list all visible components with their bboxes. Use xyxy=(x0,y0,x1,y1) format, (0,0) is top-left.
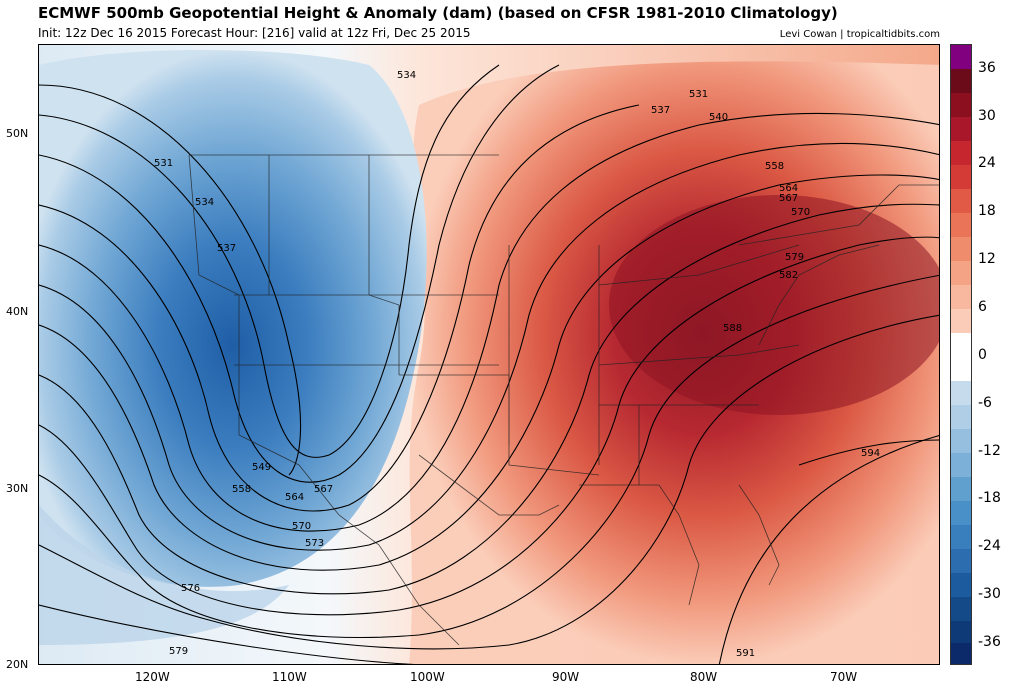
colorbar-label: 30 xyxy=(978,108,996,124)
colorbar-label: -36 xyxy=(978,634,1001,650)
contour-label: 591 xyxy=(736,648,755,659)
contour-label: 567 xyxy=(779,193,798,204)
lon-label: 100W xyxy=(410,670,445,684)
contour-label: 567 xyxy=(314,484,333,495)
colorbar-label: 12 xyxy=(978,251,996,267)
colorbar-label: 6 xyxy=(978,299,987,315)
colorbar-label: -30 xyxy=(978,586,1001,602)
lon-label: 110W xyxy=(272,670,307,684)
anomaly-map: 534 531 537 540 531 534 537 558 564 567 … xyxy=(39,45,939,664)
lat-label: 30N xyxy=(6,482,29,495)
contour-label: 588 xyxy=(723,323,742,334)
contour-label: 537 xyxy=(651,105,670,116)
political-borders xyxy=(188,154,939,646)
contour-label: 558 xyxy=(232,484,251,495)
lat-label: 20N xyxy=(6,658,29,671)
colorbar-label: -6 xyxy=(978,395,992,411)
contour-labels: 534 531 537 540 531 534 537 558 564 567 … xyxy=(154,70,880,659)
colorbar-label: -24 xyxy=(978,538,1001,554)
contour-label: 576 xyxy=(181,583,200,594)
colorbar xyxy=(950,44,972,665)
colorbar-swatches xyxy=(951,45,971,664)
contour-label: 534 xyxy=(397,70,416,81)
map-title: ECMWF 500mb Geopotential Height & Anomal… xyxy=(38,4,838,22)
colorbar-label: 0 xyxy=(978,347,987,363)
negative-anomaly-tail xyxy=(39,505,289,645)
height-contours xyxy=(39,64,939,664)
colorbar-label: 24 xyxy=(978,155,996,171)
lon-label: 70W xyxy=(830,670,858,684)
colorbar-label: 18 xyxy=(978,203,996,219)
positive-anomaly-core xyxy=(609,195,939,415)
negative-anomaly-region xyxy=(39,50,427,587)
lat-label: 50N xyxy=(6,127,29,140)
contour-label: 564 xyxy=(779,183,798,194)
map-panel: 534 531 537 540 531 534 537 558 564 567 … xyxy=(38,44,940,665)
credit-text: Levi Cowan | tropicaltidbits.com xyxy=(779,29,940,40)
contour-label: 531 xyxy=(154,158,173,169)
contour-label: 540 xyxy=(709,112,728,123)
contour-label: 579 xyxy=(785,252,804,263)
colorbar-label: -12 xyxy=(978,443,1001,459)
map-subtitle: Init: 12z Dec 16 2015 Forecast Hour: [21… xyxy=(38,26,471,40)
colorbar-label: -18 xyxy=(978,490,1001,506)
contour-label: 582 xyxy=(779,270,798,281)
lon-label: 80W xyxy=(690,670,718,684)
contour-label: 570 xyxy=(292,521,311,532)
lon-label: 120W xyxy=(135,670,170,684)
lon-label: 90W xyxy=(552,670,580,684)
contour-label: 534 xyxy=(195,197,214,208)
contour-label: 570 xyxy=(791,207,810,218)
contour-label: 573 xyxy=(305,538,324,549)
contour-label: 549 xyxy=(252,462,271,473)
colorbar-label: 36 xyxy=(978,60,996,76)
contour-label: 558 xyxy=(765,161,784,172)
contour-label: 579 xyxy=(169,646,188,657)
lat-label: 40N xyxy=(6,305,29,318)
contour-label: 537 xyxy=(217,243,236,254)
contour-label: 594 xyxy=(861,448,880,459)
contour-label: 531 xyxy=(689,89,708,100)
contour-label: 564 xyxy=(285,492,304,503)
